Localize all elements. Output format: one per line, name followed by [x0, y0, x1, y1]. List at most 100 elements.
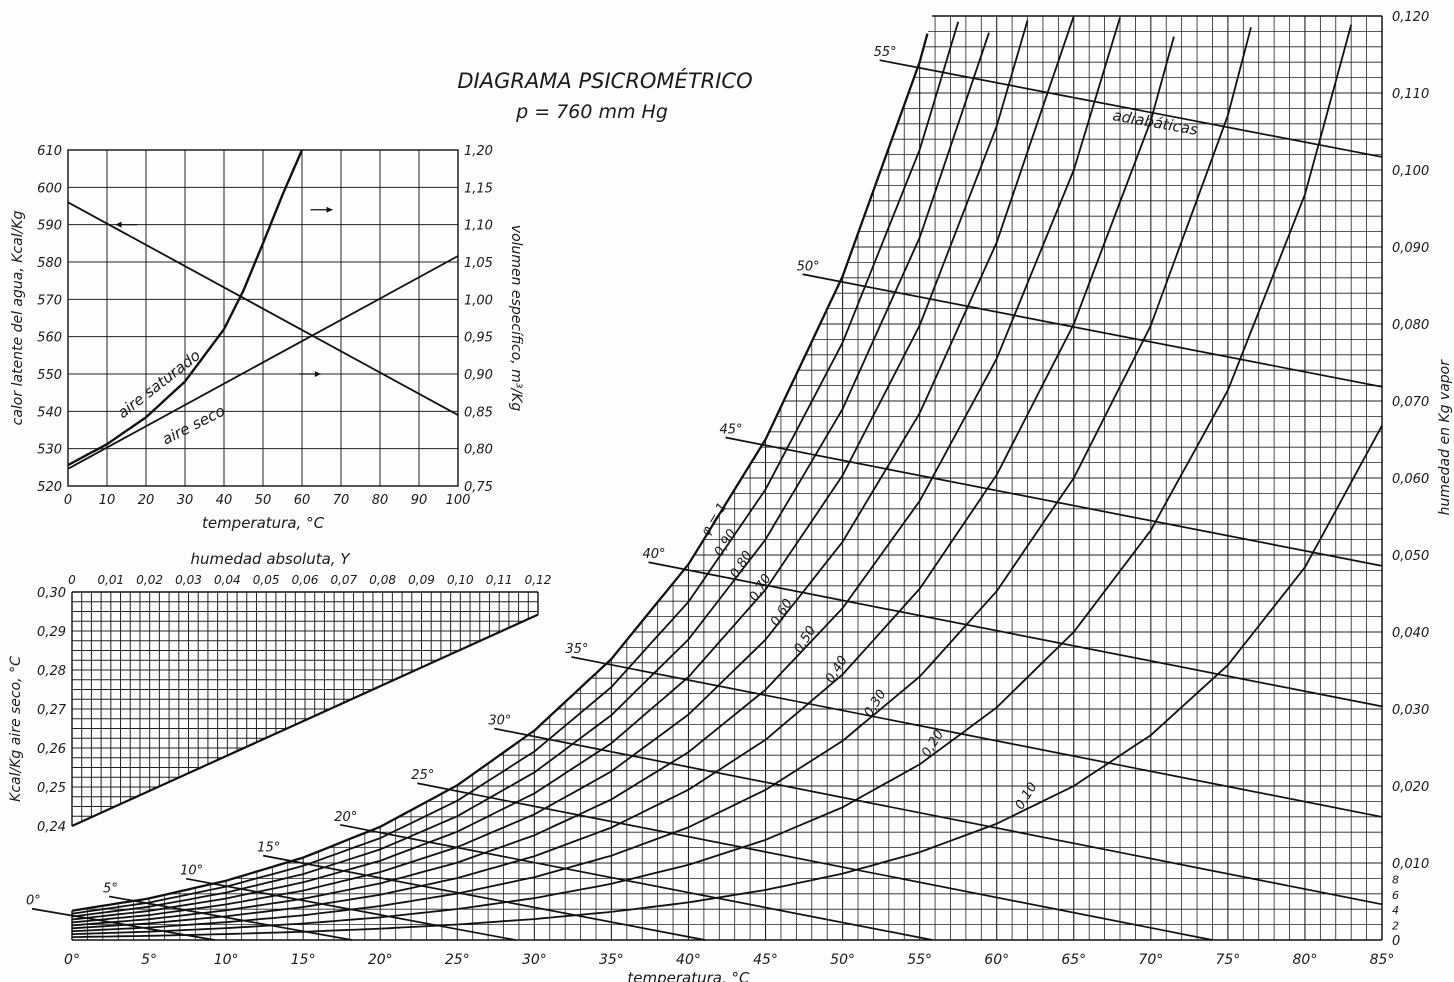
main-x-tick-label: 40°: [676, 952, 701, 968]
main-y-tick-label: 0,090: [1392, 241, 1429, 256]
inset1-y-tick-label: 610: [37, 144, 62, 159]
inset1-y-tick-label: 560: [37, 331, 62, 346]
inset1-x-tick-label: 40: [216, 493, 233, 508]
main-x-tick-label: 60°: [984, 952, 1009, 968]
main-adiabatic-line: [108, 895, 353, 941]
main-adiabatic-line: [802, 273, 1383, 388]
main-adiabatic-line: [31, 907, 215, 941]
main-adiabatic-label: 10°: [180, 864, 203, 879]
main-x-tick-label: 30°: [522, 952, 547, 968]
main-relative-humidity-curve: [71, 15, 1075, 924]
main-x-tick-label: 0°: [64, 952, 80, 968]
inset1-y2-tick-label: 1,05: [464, 256, 493, 271]
main-relative-humidity-curve: [71, 20, 1029, 921]
inset1-x-tick-label: 0: [64, 493, 72, 508]
main-adiabatic-line: [417, 782, 1213, 941]
inset1-y2-tick-label: 1,10: [464, 219, 493, 234]
inset1-x-tick-label: 80: [372, 493, 389, 508]
main-adiabatic-line: [648, 561, 1383, 708]
inset2-y-tick-label: 0,30: [37, 586, 66, 601]
main-adiabatic-label: 20°: [334, 810, 357, 825]
inset1-y2-tick-label: 1,00: [464, 293, 493, 308]
inset1-y2-tick-label: 0,90: [464, 368, 493, 383]
main-y-tick-label: 0,050: [1392, 549, 1429, 564]
main-x-tick-label: 85°: [1370, 952, 1395, 968]
inset2-x-tick-label: 0,05: [253, 573, 280, 587]
main-x-tick-label: 50°: [830, 952, 855, 968]
main-y-tick-label: 8: [1392, 873, 1399, 886]
inset1-y-tick-label: 570: [37, 293, 62, 308]
main-psychrometric-chart: φ = 10,900,800,700,600,500,400,300,200,1…: [26, 10, 1453, 982]
inset1-x-axis-label: temperatura, °C: [202, 514, 325, 532]
inset2-x-tick-label: 0,10: [447, 573, 474, 587]
inset1-y-tick-label: 550: [37, 368, 62, 383]
page-title: DIAGRAMA PSICROMÉTRICO: [457, 68, 752, 93]
inset1-y2-tick-label: 1,20: [464, 144, 493, 159]
inset2-y-tick-label: 0,24: [37, 820, 66, 835]
main-y-tick-label: 0,040: [1392, 626, 1429, 641]
main-y-tick-label: 0: [1392, 934, 1400, 949]
main-y-tick-label: 0,120: [1392, 10, 1429, 25]
main-x-tick-label: 10°: [214, 952, 239, 968]
main-relative-humidity-curve: [71, 36, 1175, 930]
inset2-y-axis-label: Kcal/Kg aire seco, °C: [8, 656, 24, 802]
main-x-axis-label: temperatura, °C: [627, 969, 750, 982]
inset1-direction-arrowhead: [314, 371, 321, 377]
main-x-tick-label: 45°: [753, 952, 778, 968]
main-adiabatic-line: [879, 59, 1383, 158]
main-y-tick-label: 4: [1392, 904, 1399, 917]
inset2-y-tick-label: 0,29: [37, 625, 66, 640]
inset1-y-tick-label: 590: [37, 219, 62, 234]
main-x-tick-label: 75°: [1215, 952, 1240, 968]
main-adiabatic-label: 0°: [26, 894, 41, 909]
main-adiabatic-label: 15°: [257, 841, 280, 856]
inset1-y-tick-label: 540: [37, 405, 62, 420]
inset1-x-tick-label: 50: [255, 493, 272, 508]
inset1-x-tick-label: 100: [446, 493, 471, 508]
inset2-y-tick-label: 0,27: [37, 703, 67, 718]
inset1-y-tick-label: 580: [37, 256, 62, 271]
inset1-y-tick-label: 530: [37, 443, 62, 458]
main-y-tick-label: 0,010: [1392, 857, 1429, 872]
inset1-x-tick-label: 70: [333, 493, 350, 508]
inset2-x-tick-label: 0,07: [330, 573, 357, 587]
main-x-tick-label: 65°: [1061, 952, 1086, 968]
main-adiabatic-line: [725, 436, 1383, 567]
inset2-y-tick-label: 0,28: [37, 664, 66, 679]
inset1-y2-tick-label: 1,15: [464, 181, 493, 196]
inset2-y-tick-label: 0,26: [37, 742, 66, 757]
inset1-y-axis-label: calor latente del agua, Kcal/Kg: [10, 211, 26, 426]
inset1-series-line: [67, 201, 459, 416]
main-relative-humidity-curve: [71, 32, 990, 918]
main-relative-humidity-curve: [71, 21, 960, 915]
inset1-x-tick-label: 60: [294, 493, 311, 508]
main-x-tick-label: 20°: [368, 952, 393, 968]
main-x-tick-label: 80°: [1293, 952, 1318, 968]
inset1-x-tick-label: 30: [177, 493, 194, 508]
main-x-tick-label: 35°: [599, 952, 624, 968]
main-x-tick-label: 5°: [141, 952, 157, 968]
inset1-y2-tick-label: 0,85: [464, 405, 493, 420]
main-relative-humidity-curve: [71, 425, 1383, 938]
inset2-x-tick-label: 0,01: [97, 573, 124, 587]
inset1-series-line: [67, 255, 459, 470]
main-adiabatic-line: [494, 727, 1383, 906]
inset2-x-tick-label: 0,08: [369, 573, 396, 587]
main-adiabatic-label: 35°: [565, 642, 588, 657]
inset1-x-tick-label: 90: [411, 493, 428, 508]
inset1-y2-tick-label: 0,80: [464, 443, 493, 458]
main-adiabatic-line: [185, 877, 516, 941]
main-x-tick-label: 70°: [1138, 952, 1163, 968]
inset2-x-tick-label: 0,03: [175, 573, 202, 587]
main-adiabatic-label: 55°: [874, 45, 897, 60]
inset-humid-heat-chart: 0 0,01 0,02 0,03 0,04 0,05 0,06 0,07 0,08 0,09 0,1…: [8, 550, 551, 835]
main-y-tick-label: 6: [1392, 889, 1399, 902]
main-y-tick-label: 0,020: [1392, 780, 1429, 795]
inset1-x-tick-label: 20: [138, 493, 155, 508]
main-y-tick-label: 0,110: [1392, 87, 1429, 102]
inset1-y-tick-label: 520: [37, 480, 62, 495]
main-adiabatic-label: 30°: [488, 714, 511, 729]
main-y-tick-label: 0,080: [1392, 318, 1429, 333]
